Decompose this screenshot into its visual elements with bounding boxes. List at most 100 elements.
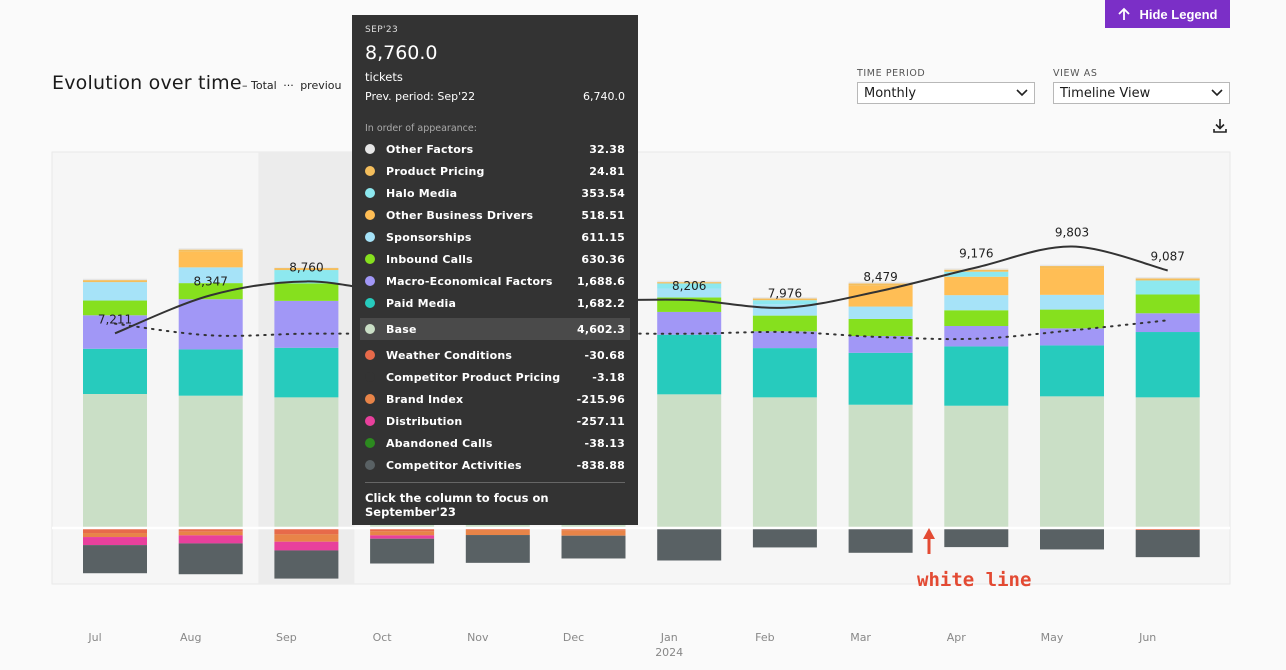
bar-segment[interactable] [465, 530, 530, 536]
bar-segment[interactable] [944, 295, 1009, 311]
bar-segment[interactable] [848, 336, 913, 353]
bar-segment[interactable] [1135, 397, 1200, 528]
bar-segment[interactable] [274, 541, 339, 551]
bar-segment[interactable] [178, 349, 243, 396]
time-period-select[interactable]: Monthly [857, 82, 1035, 104]
bar-segment[interactable] [944, 269, 1009, 272]
bar-segment[interactable] [1040, 268, 1104, 295]
bar-segment[interactable] [178, 248, 243, 250]
bar-segment[interactable] [274, 528, 339, 535]
bar-segment[interactable] [274, 267, 339, 269]
bar-segment[interactable] [848, 528, 913, 553]
bar-segment[interactable] [657, 280, 722, 283]
bar-segment[interactable] [848, 281, 913, 284]
bar-segment[interactable] [1040, 528, 1104, 550]
bar-segment[interactable] [178, 528, 243, 532]
bar-segment[interactable] [944, 310, 1009, 326]
bar-segment[interactable] [944, 268, 1009, 270]
bar-segment[interactable] [274, 347, 339, 398]
bar-segment[interactable] [752, 297, 817, 299]
bar-segment[interactable] [1040, 294, 1104, 310]
bar-segment[interactable] [657, 311, 722, 335]
bar-segment[interactable] [83, 533, 147, 538]
bar-segment[interactable] [178, 535, 243, 544]
bar-segment[interactable] [83, 528, 147, 534]
bar-segment[interactable] [274, 397, 339, 528]
bar-segment[interactable] [752, 348, 817, 398]
bar-segment[interactable] [848, 318, 913, 337]
bar-segment[interactable] [1135, 530, 1200, 558]
bar-segment[interactable] [178, 267, 243, 284]
bar-segment[interactable] [274, 550, 339, 579]
bar-segment[interactable] [178, 531, 243, 536]
bar-segment[interactable] [752, 315, 817, 332]
bar-segment[interactable] [1135, 280, 1200, 295]
bar-segment[interactable] [657, 282, 722, 284]
bar-segment[interactable] [752, 397, 817, 528]
bar-segment[interactable] [944, 405, 1009, 528]
bar-segment[interactable] [370, 535, 435, 539]
bar-segment[interactable] [178, 251, 243, 268]
bar-segment[interactable] [1040, 264, 1104, 267]
bar-segment[interactable] [944, 276, 1009, 296]
bar-segment[interactable] [944, 271, 1009, 277]
bar-segment[interactable] [1040, 266, 1104, 269]
bar-segment[interactable] [1040, 309, 1104, 329]
bar-segment[interactable] [1040, 345, 1104, 397]
bar-segment[interactable] [274, 268, 339, 271]
bar-segment[interactable] [848, 404, 913, 528]
bar-segment[interactable] [1135, 277, 1200, 279]
bar-segment[interactable] [752, 528, 817, 548]
bar-segment[interactable] [274, 300, 339, 348]
bar-segment[interactable] [657, 283, 722, 289]
bar-segment[interactable] [370, 531, 435, 536]
download-icon[interactable] [1211, 117, 1229, 135]
bar-segment[interactable] [1040, 328, 1104, 346]
bar-segment[interactable] [83, 348, 147, 394]
bar-segment[interactable] [83, 278, 147, 281]
bar-segment[interactable] [944, 325, 1009, 347]
bar-segment[interactable] [370, 538, 435, 564]
bar-segment[interactable] [178, 543, 243, 575]
bar-segment[interactable] [561, 530, 626, 536]
bar-segment[interactable] [657, 334, 722, 395]
bar-segment[interactable] [1135, 313, 1200, 333]
bar-segment[interactable] [83, 300, 147, 316]
bar-segment[interactable] [1135, 278, 1200, 281]
bar-segment[interactable] [752, 304, 817, 316]
hide-legend-button[interactable]: Hide Legend [1105, 0, 1230, 28]
bar-segment[interactable] [178, 283, 243, 300]
bar-segment[interactable] [178, 249, 243, 252]
bar-segment[interactable] [274, 270, 339, 284]
bar-segment[interactable] [1040, 396, 1104, 528]
bar-segment[interactable] [83, 394, 147, 528]
bar-segment[interactable] [178, 395, 243, 528]
bar-segment[interactable] [657, 529, 722, 561]
bar-segment[interactable] [1135, 294, 1200, 314]
bar-segment[interactable] [274, 534, 339, 542]
bar-segment[interactable] [83, 537, 147, 546]
bar-segment[interactable] [752, 300, 817, 305]
bar-segment[interactable] [752, 331, 817, 349]
bar-segment[interactable] [944, 346, 1009, 406]
bar-segment[interactable] [752, 298, 817, 301]
view-as-select[interactable]: Timeline View [1053, 82, 1230, 104]
bar-segment[interactable] [561, 535, 626, 559]
bar-segment[interactable] [848, 306, 913, 319]
bar-segment[interactable] [83, 545, 147, 574]
bar-segment[interactable] [370, 528, 435, 532]
bar-segment[interactable] [657, 288, 722, 298]
bar-segment[interactable] [848, 283, 913, 286]
bar-segment[interactable] [465, 535, 530, 563]
bar-segment[interactable] [83, 282, 147, 301]
bar-segment[interactable] [178, 299, 243, 350]
bar-segment[interactable] [83, 315, 147, 349]
bar-segment[interactable] [1135, 332, 1200, 398]
bar-segment[interactable] [848, 352, 913, 405]
bar-segment[interactable] [83, 280, 147, 283]
bar-segment[interactable] [274, 283, 339, 301]
bar-segment[interactable] [657, 394, 722, 528]
bar-segment[interactable] [944, 529, 1009, 548]
bar-segment[interactable] [848, 285, 913, 307]
